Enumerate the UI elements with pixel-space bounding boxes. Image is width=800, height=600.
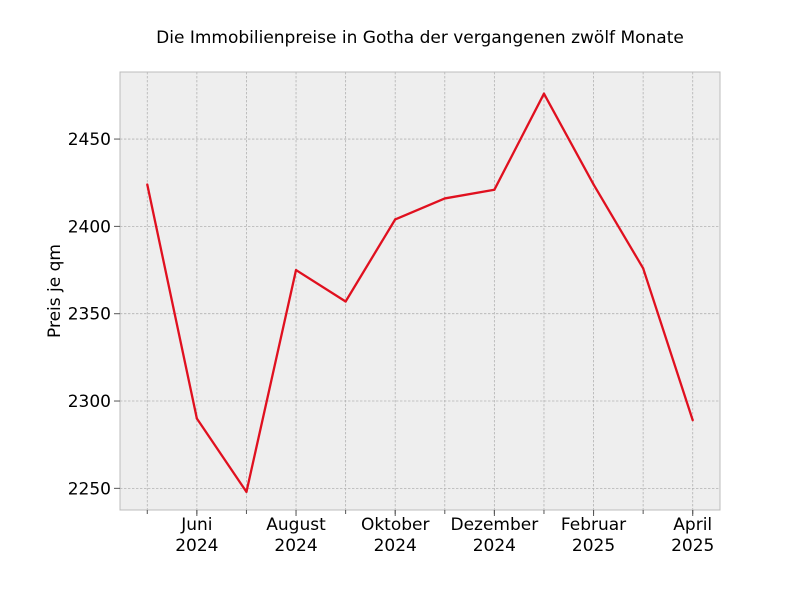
- y-tick-label: 2350: [68, 305, 111, 325]
- x-tick-label: Oktober 2024: [361, 515, 430, 556]
- plot-background: [120, 72, 720, 510]
- data-point: [195, 417, 198, 420]
- y-tick-label: 2400: [68, 217, 111, 237]
- x-tick-label-year: 2024: [175, 536, 218, 556]
- x-tick-label: Juni 2024: [175, 515, 218, 556]
- x-tick-label-year: 2025: [572, 536, 615, 556]
- y-tick-label: 2450: [68, 130, 111, 150]
- data-point: [344, 300, 347, 303]
- x-tick-label-month: April: [673, 515, 712, 535]
- data-point: [691, 419, 694, 422]
- y-tick-label: 2250: [68, 479, 111, 499]
- data-point: [592, 183, 595, 186]
- x-tick-label-year: 2024: [274, 536, 317, 556]
- x-tick-label-month: Februar: [561, 515, 626, 535]
- x-tick-label-year: 2024: [374, 536, 417, 556]
- x-tick-label-month: August: [266, 515, 326, 535]
- data-point: [642, 267, 645, 270]
- data-point: [443, 197, 446, 200]
- data-point: [245, 490, 248, 493]
- data-point: [394, 218, 397, 221]
- y-axis-label: Preis je qm: [45, 244, 65, 338]
- x-tick-label: August 2024: [266, 515, 326, 556]
- series-line: [146, 92, 694, 493]
- x-tick-label-month: Juni: [180, 515, 212, 535]
- data-point: [146, 183, 149, 186]
- grid-lines: [120, 72, 720, 510]
- plot-frame: [119, 71, 721, 511]
- data-point: [294, 268, 298, 272]
- x-tick-label-month: Dezember: [451, 515, 539, 535]
- data-point: [493, 188, 496, 191]
- x-tick-label-month: Oktober: [361, 515, 430, 535]
- x-tick-label: Dezember 2024: [451, 515, 539, 556]
- data-point: [542, 92, 546, 95]
- series-layer: [146, 92, 694, 493]
- x-tick-label: Februar 2025: [561, 515, 626, 556]
- x-tick-label-year: 2025: [671, 536, 714, 556]
- x-tick-label: April 2025: [671, 515, 714, 556]
- x-tick-label-year: 2024: [473, 536, 516, 556]
- y-tick-label: 2300: [68, 392, 111, 412]
- chart-title: Die Immobilienpreise in Gotha der vergan…: [156, 28, 684, 48]
